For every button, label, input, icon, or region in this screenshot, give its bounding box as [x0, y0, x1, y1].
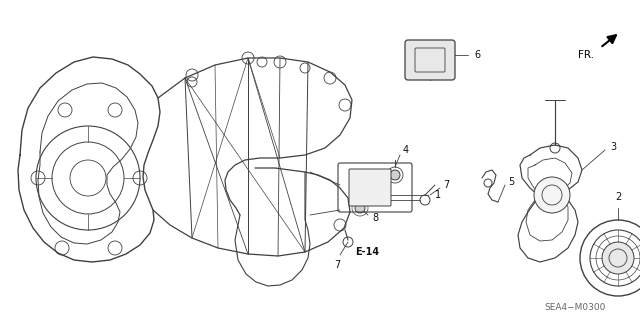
Circle shape	[602, 242, 634, 274]
Text: SEA4−M0300: SEA4−M0300	[544, 302, 605, 311]
Text: 6: 6	[474, 50, 480, 60]
Text: 2: 2	[615, 192, 621, 202]
Circle shape	[390, 170, 400, 180]
Text: 1: 1	[435, 190, 441, 200]
Text: E-14: E-14	[355, 247, 379, 257]
Circle shape	[356, 174, 384, 202]
Text: 5: 5	[508, 177, 515, 187]
Circle shape	[355, 203, 365, 213]
Circle shape	[534, 177, 570, 213]
FancyBboxPatch shape	[349, 169, 391, 206]
Text: FR.: FR.	[578, 50, 594, 60]
Text: 8: 8	[372, 213, 378, 223]
Text: 7: 7	[443, 180, 449, 190]
Text: 7: 7	[334, 260, 340, 270]
Text: 3: 3	[610, 142, 616, 152]
Text: 4: 4	[403, 145, 409, 155]
FancyBboxPatch shape	[405, 40, 455, 80]
